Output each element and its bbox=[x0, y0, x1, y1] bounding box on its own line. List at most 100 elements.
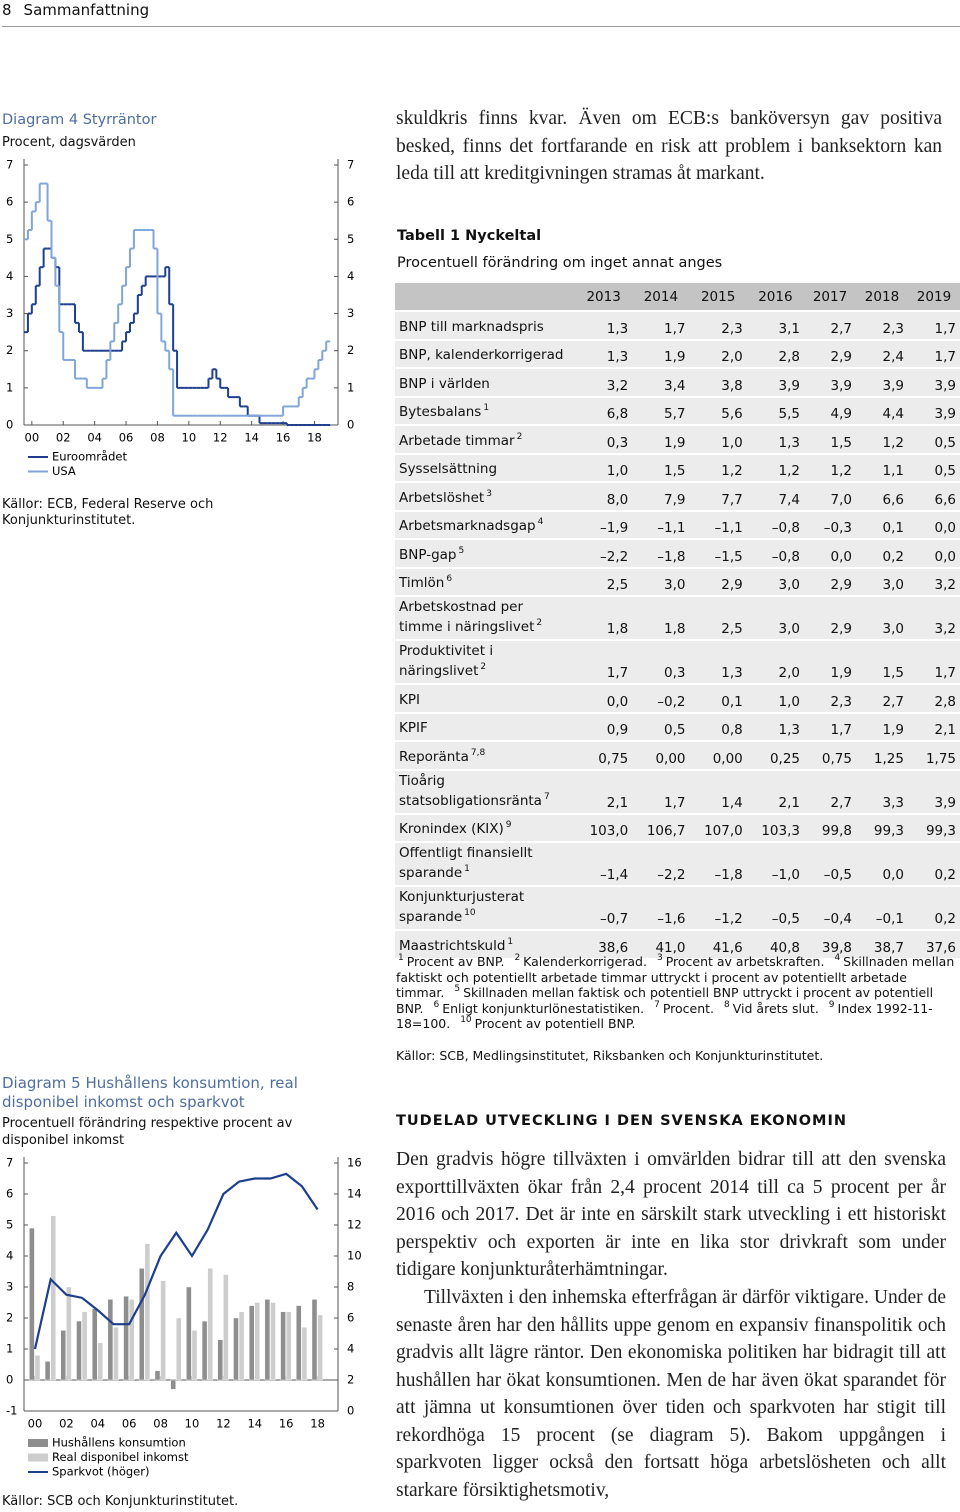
value-cell: 3,4 bbox=[632, 368, 690, 398]
table-row: KPIF 0,9 0,5 0,8 1,3 1,7 1,9 2,1 bbox=[395, 712, 960, 742]
value-cell: 1,7 bbox=[907, 311, 960, 341]
value-cell: 1,75 bbox=[907, 741, 960, 771]
value-cell: 2,1 bbox=[746, 769, 804, 815]
table-row: BNP, kalenderkorrigerad 1,3 1,9 2,0 2,8 2,9 2,… bbox=[395, 339, 960, 369]
value-cell: 40,8 bbox=[746, 930, 804, 960]
value-cell: 4,4 bbox=[855, 396, 908, 426]
value-cell: 1,9 bbox=[804, 640, 856, 685]
running-title: Sammanfattning bbox=[23, 1, 150, 19]
table-title: Tabell 1 Nyckeltal bbox=[397, 228, 542, 244]
value-cell: –1,1 bbox=[632, 510, 690, 540]
value-cell: –0,8 bbox=[746, 539, 804, 569]
value-cell: 1,3 bbox=[689, 640, 747, 685]
value-cell: 1,8 bbox=[632, 596, 690, 641]
value-cell: 2,8 bbox=[746, 339, 804, 369]
value-cell: 2,8 bbox=[907, 684, 960, 714]
bar bbox=[144, 1243, 151, 1381]
value-cell: 3,9 bbox=[855, 368, 908, 398]
y-tick-label: 1 bbox=[6, 380, 13, 394]
y-tick-label: 7 bbox=[6, 158, 13, 172]
footnote-text: Enligt konjunkturlönestatistiken. bbox=[442, 1000, 645, 1016]
chart-title: Diagram 5 Hushållens konsumtion, real di… bbox=[2, 1074, 298, 1111]
chart-source: Källor: ECB, Federal Reserve och Konjunk… bbox=[2, 497, 214, 528]
legend-label: Real disponibel inkomst bbox=[52, 1450, 189, 1464]
value-cell: 1,3 bbox=[746, 712, 804, 742]
footnote-ref: 1 bbox=[464, 864, 470, 874]
y-tick-label: 6 bbox=[6, 1187, 13, 1201]
y2-tick-label: 1 bbox=[347, 380, 354, 394]
bar bbox=[113, 1327, 119, 1381]
chart-subtitle: Procent, dagsvärden bbox=[2, 135, 136, 150]
x-tick-label: 10 bbox=[182, 431, 197, 445]
value-cell: –1,0 bbox=[746, 842, 804, 887]
row-label-cell: Sysselsättning bbox=[395, 453, 575, 483]
value-cell: 1,25 bbox=[855, 741, 908, 771]
legend-label: Hushållens konsumtion bbox=[52, 1436, 186, 1450]
value-cell: 8,0 bbox=[575, 482, 633, 512]
row-label-cell: Maastrichtskuld 1 bbox=[395, 930, 575, 960]
value-cell: 2,3 bbox=[689, 311, 747, 341]
value-cell: –0,4 bbox=[804, 886, 856, 931]
value-cell: 1,2 bbox=[689, 453, 747, 483]
value-cell: 3,0 bbox=[855, 567, 908, 597]
value-cell: 2,1 bbox=[907, 712, 960, 742]
footnote-text: Vid årets slut. bbox=[732, 1000, 819, 1016]
footnote: 6 Enligt konjunkturlönestatistiken. bbox=[431, 1000, 645, 1016]
value-cell: 1,2 bbox=[804, 453, 856, 483]
footnote: 10 Procent av potentiell BNP. bbox=[458, 1016, 635, 1032]
table-row: Arbetsmarknadsgap 4 –1,9 –1,1 –1,1 –0,8 –0,3 0,… bbox=[395, 510, 960, 540]
table-row: Sysselsättning 1,0 1,5 1,2 1,2 1,2 1,1 0,5 bbox=[395, 453, 960, 483]
value-cell: –1,9 bbox=[575, 510, 633, 540]
row-label-cell: Produktivitet i näringslivet 2 bbox=[395, 640, 575, 685]
row-label: BNP-gap bbox=[399, 546, 457, 563]
y-tick-label: 2 bbox=[6, 343, 13, 357]
value-cell: 6,6 bbox=[855, 482, 908, 512]
table-row: Offentligt finansiellt sparande 1 –1,4 –2,2… bbox=[395, 842, 960, 887]
bar bbox=[301, 1327, 308, 1381]
value-cell: 5,5 bbox=[746, 396, 804, 426]
year-header: 2015 bbox=[689, 283, 747, 312]
footnote: 5 Skillnaden mellan faktisk och potentiel… bbox=[396, 985, 933, 1016]
value-cell: 38,7 bbox=[855, 930, 908, 960]
value-cell: 1,8 bbox=[575, 596, 633, 641]
value-cell: 0,25 bbox=[746, 741, 804, 771]
row-label-cell: Konjunkturjusterat sparande 10 bbox=[395, 886, 575, 931]
footnote-text: Procent av arbetskraften. bbox=[665, 954, 825, 969]
y-tick-label: 7 bbox=[6, 1156, 13, 1170]
x-tick-label: 16 bbox=[279, 1417, 294, 1431]
value-cell: 1,2 bbox=[746, 453, 804, 483]
value-cell: 1,5 bbox=[804, 425, 856, 455]
value-cell: –2,2 bbox=[575, 539, 633, 569]
bar bbox=[296, 1305, 302, 1381]
x-tick-label: 08 bbox=[153, 1417, 168, 1431]
row-label-cell: Arbetslöshet 3 bbox=[395, 482, 575, 512]
value-cell: 2,4 bbox=[855, 339, 908, 369]
x-tick-label: 02 bbox=[56, 431, 71, 445]
legend-label: USA bbox=[52, 464, 76, 478]
value-cell: 103,0 bbox=[575, 813, 633, 843]
bar bbox=[238, 1311, 245, 1381]
value-cell: –0,5 bbox=[804, 842, 856, 887]
row-label-cell: BNP i världen bbox=[395, 368, 575, 398]
value-cell: 2,7 bbox=[855, 684, 908, 714]
bar bbox=[66, 1286, 72, 1381]
value-cell: 3,9 bbox=[804, 368, 856, 398]
value-cell: –1,8 bbox=[632, 539, 690, 569]
value-cell: 2,0 bbox=[746, 640, 804, 685]
y-tick-label: 4 bbox=[6, 269, 13, 283]
value-cell: 1,0 bbox=[746, 684, 804, 714]
value-cell: 3,0 bbox=[632, 567, 690, 597]
y2-tick-label: 4 bbox=[347, 1342, 354, 1356]
row-label-cell: Arbetskostnad per timme i näringslivet 2 bbox=[395, 596, 575, 641]
row-label: BNP, kalenderkorrigerad bbox=[399, 347, 564, 363]
value-cell: 0,3 bbox=[575, 425, 633, 455]
y2-tick-label: 6 bbox=[347, 1311, 354, 1325]
row-label-cell: KPIF bbox=[395, 712, 575, 742]
line bbox=[33, 1172, 319, 1350]
value-cell: 2,9 bbox=[804, 596, 856, 641]
table-row: BNP-gap 5 –2,2 –1,8 –1,5 –0,8 0,0 0,2 0,0 bbox=[395, 539, 960, 569]
value-cell: 1,1 bbox=[855, 453, 908, 483]
row-label-cell: KPI bbox=[395, 684, 575, 714]
footnote-number: 3 bbox=[656, 953, 663, 963]
value-cell: 1,9 bbox=[632, 425, 690, 455]
